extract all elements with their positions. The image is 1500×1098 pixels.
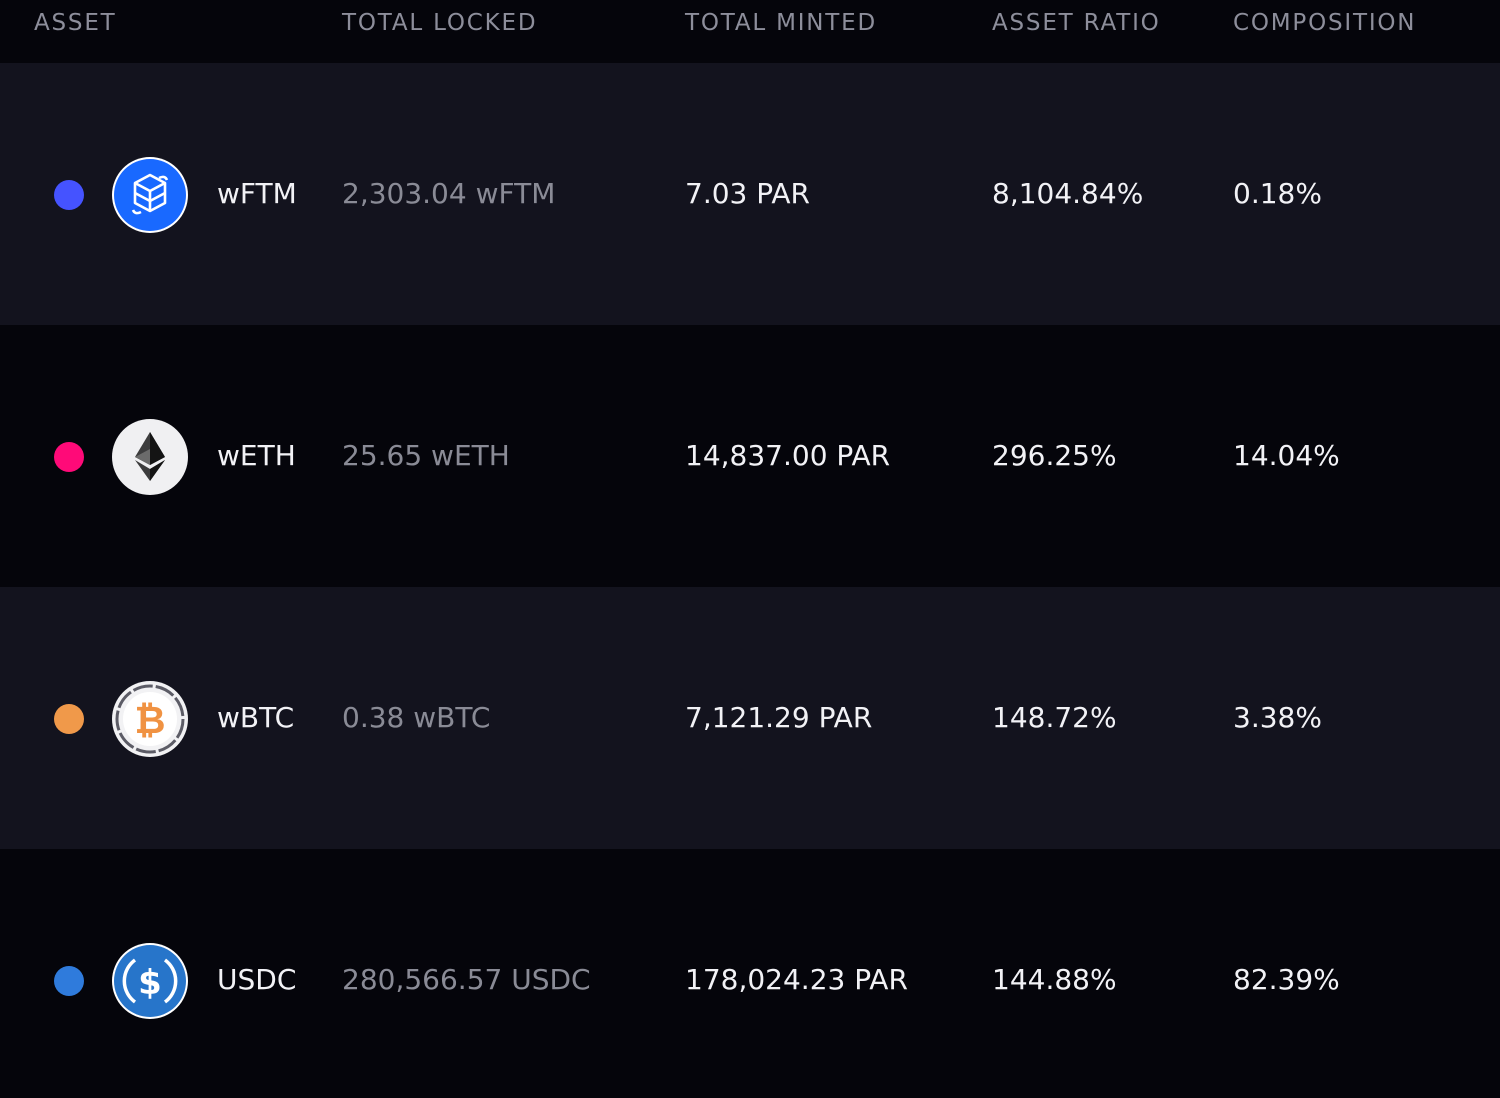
total-minted-value: 14,837.00 PAR — [685, 439, 891, 472]
composition-value: 14.04% — [1233, 439, 1340, 472]
table-row[interactable]: wETH 25.65 wETH 14,837.00 PAR 296.25% 14… — [0, 325, 1500, 587]
total-minted-value: 178,024.23 PAR — [685, 963, 908, 996]
asset-name: wBTC — [217, 701, 295, 734]
table-row[interactable]: $ USDC 280,566.57 USDC 178,024.23 PAR 14… — [0, 849, 1500, 1098]
asset-name: wFTM — [217, 177, 297, 210]
header-asset[interactable]: ASSET — [34, 10, 117, 36]
asset-color-dot — [54, 180, 84, 210]
header-asset-ratio[interactable]: ASSET RATIO — [992, 10, 1161, 36]
total-locked-value: 0.38 wBTC — [342, 701, 491, 734]
total-locked-value: 280,566.57 USDC — [342, 963, 591, 996]
asset-color-dot — [54, 442, 84, 472]
total-minted-value: 7.03 PAR — [685, 177, 810, 210]
composition-value: 0.18% — [1233, 177, 1322, 210]
total-locked-value: 2,303.04 wFTM — [342, 177, 556, 210]
composition-value: 82.39% — [1233, 963, 1340, 996]
ethereum-icon — [111, 418, 189, 496]
table-row[interactable]: wFTM 2,303.04 wFTM 7.03 PAR 8,104.84% 0.… — [0, 63, 1500, 325]
asset-ratio-value: 148.72% — [992, 701, 1117, 734]
header-composition[interactable]: COMPOSITION — [1233, 10, 1417, 36]
table-header: ASSET TOTAL LOCKED TOTAL MINTED ASSET RA… — [0, 0, 1500, 63]
asset-name: USDC — [217, 963, 297, 996]
total-locked-value: 25.65 wETH — [342, 439, 510, 472]
usdc-icon: $ — [111, 942, 189, 1020]
asset-color-dot — [54, 966, 84, 996]
asset-ratio-value: 296.25% — [992, 439, 1117, 472]
table-row[interactable]: ₿ wBTC 0.38 wBTC 7,121.29 PAR 148.72% 3.… — [0, 587, 1500, 849]
bitcoin-icon: ₿ — [111, 680, 189, 758]
asset-ratio-value: 144.88% — [992, 963, 1117, 996]
fantom-icon — [111, 156, 189, 234]
asset-name: wETH — [217, 439, 296, 472]
composition-value: 3.38% — [1233, 701, 1322, 734]
svg-text:$: $ — [138, 963, 162, 1003]
asset-color-dot — [54, 704, 84, 734]
total-minted-value: 7,121.29 PAR — [685, 701, 873, 734]
header-total-locked[interactable]: TOTAL LOCKED — [342, 10, 538, 36]
header-total-minted[interactable]: TOTAL MINTED — [685, 10, 877, 36]
asset-ratio-value: 8,104.84% — [992, 177, 1144, 210]
svg-text:₿: ₿ — [135, 698, 166, 742]
